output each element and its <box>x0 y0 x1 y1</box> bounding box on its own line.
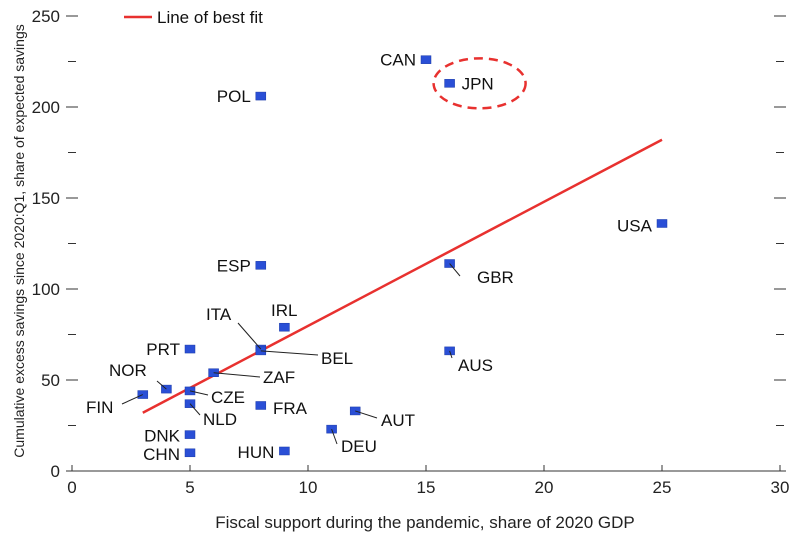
point-dnk <box>184 430 196 439</box>
point-label-nor: NOR <box>109 361 147 380</box>
fit-line-group <box>142 138 663 414</box>
leader-line <box>156 380 167 390</box>
point-label-deu: DEU <box>341 437 377 456</box>
x-tick-label: 25 <box>653 478 672 497</box>
leader-line <box>189 403 201 416</box>
point-label-aus: AUS <box>458 356 493 375</box>
point-label-jpn: JPN <box>462 74 494 93</box>
point-label-fra: FRA <box>273 399 308 418</box>
fit-line <box>142 138 663 414</box>
point-label-nld: NLD <box>203 410 237 429</box>
leader-line <box>355 410 378 419</box>
y-tick-label: 200 <box>32 98 60 117</box>
highlight-ellipse <box>432 57 527 110</box>
point-label-dnk: DNK <box>144 427 181 446</box>
point-label-zaf: ZAF <box>263 368 295 387</box>
y-axis-title: Cumulative excess savings since 2020:Q1,… <box>11 24 27 457</box>
x-tick-label: 5 <box>185 478 194 497</box>
point-label-gbr: GBR <box>477 268 514 287</box>
leader-line <box>449 350 453 359</box>
point-label-fin: FIN <box>86 398 113 417</box>
point-label-aut: AUT <box>381 411 415 430</box>
leader-line <box>237 322 262 350</box>
point-label-ita: ITA <box>206 305 232 324</box>
y-tick-label: 150 <box>32 189 60 208</box>
x-tick-label: 15 <box>417 478 436 497</box>
x-tick-label: 30 <box>771 478 790 497</box>
leader-line <box>213 372 261 378</box>
y-tick-label: 250 <box>32 7 60 26</box>
legend: Line of best fit <box>124 8 263 27</box>
point-hun <box>279 446 290 456</box>
axes: 0 5 10 15 20 25 30 0 50 100 150 200 250 <box>32 7 790 497</box>
point-label-usa: USA <box>617 216 653 235</box>
x-tick-label: 0 <box>67 478 76 497</box>
point-label-cze: CZE <box>211 388 245 407</box>
point-label-pol: POL <box>217 87 251 106</box>
leader-line <box>189 390 209 396</box>
leader-line <box>260 350 319 356</box>
point-chn <box>184 448 196 458</box>
point-prt <box>184 344 196 354</box>
leader-line <box>121 394 144 405</box>
point-label-prt: PRT <box>146 340 180 359</box>
point-label-chn: CHN <box>143 445 180 464</box>
point-label-hun: HUN <box>238 443 275 462</box>
y-tick-label: 100 <box>32 280 60 299</box>
point-labels-group: CAN JPN POL USA ESP GBR IRL ITA BEL PRT AUS ZAF NOR C… <box>86 51 653 464</box>
y-tick-label: 50 <box>41 371 60 390</box>
x-axis-title: Fiscal support during the pandemic, shar… <box>215 513 635 532</box>
point-label-esp: ESP <box>217 256 251 275</box>
point-jpn <box>444 79 455 88</box>
leader-line <box>449 263 461 277</box>
point-pol <box>255 91 267 101</box>
x-tick-label: 10 <box>299 478 318 497</box>
legend-label: Line of best fit <box>157 8 263 27</box>
leader-line <box>331 428 338 445</box>
point-label-can: CAN <box>380 51 416 70</box>
point-esp <box>255 261 267 270</box>
point-usa <box>656 219 668 228</box>
point-fra <box>255 401 267 410</box>
x-tick-label: 20 <box>535 478 554 497</box>
point-irl <box>279 322 290 332</box>
point-label-irl: IRL <box>271 301 297 320</box>
point-label-bel: BEL <box>321 349 353 368</box>
y-tick-label: 0 <box>51 462 60 481</box>
point-can <box>420 55 432 64</box>
